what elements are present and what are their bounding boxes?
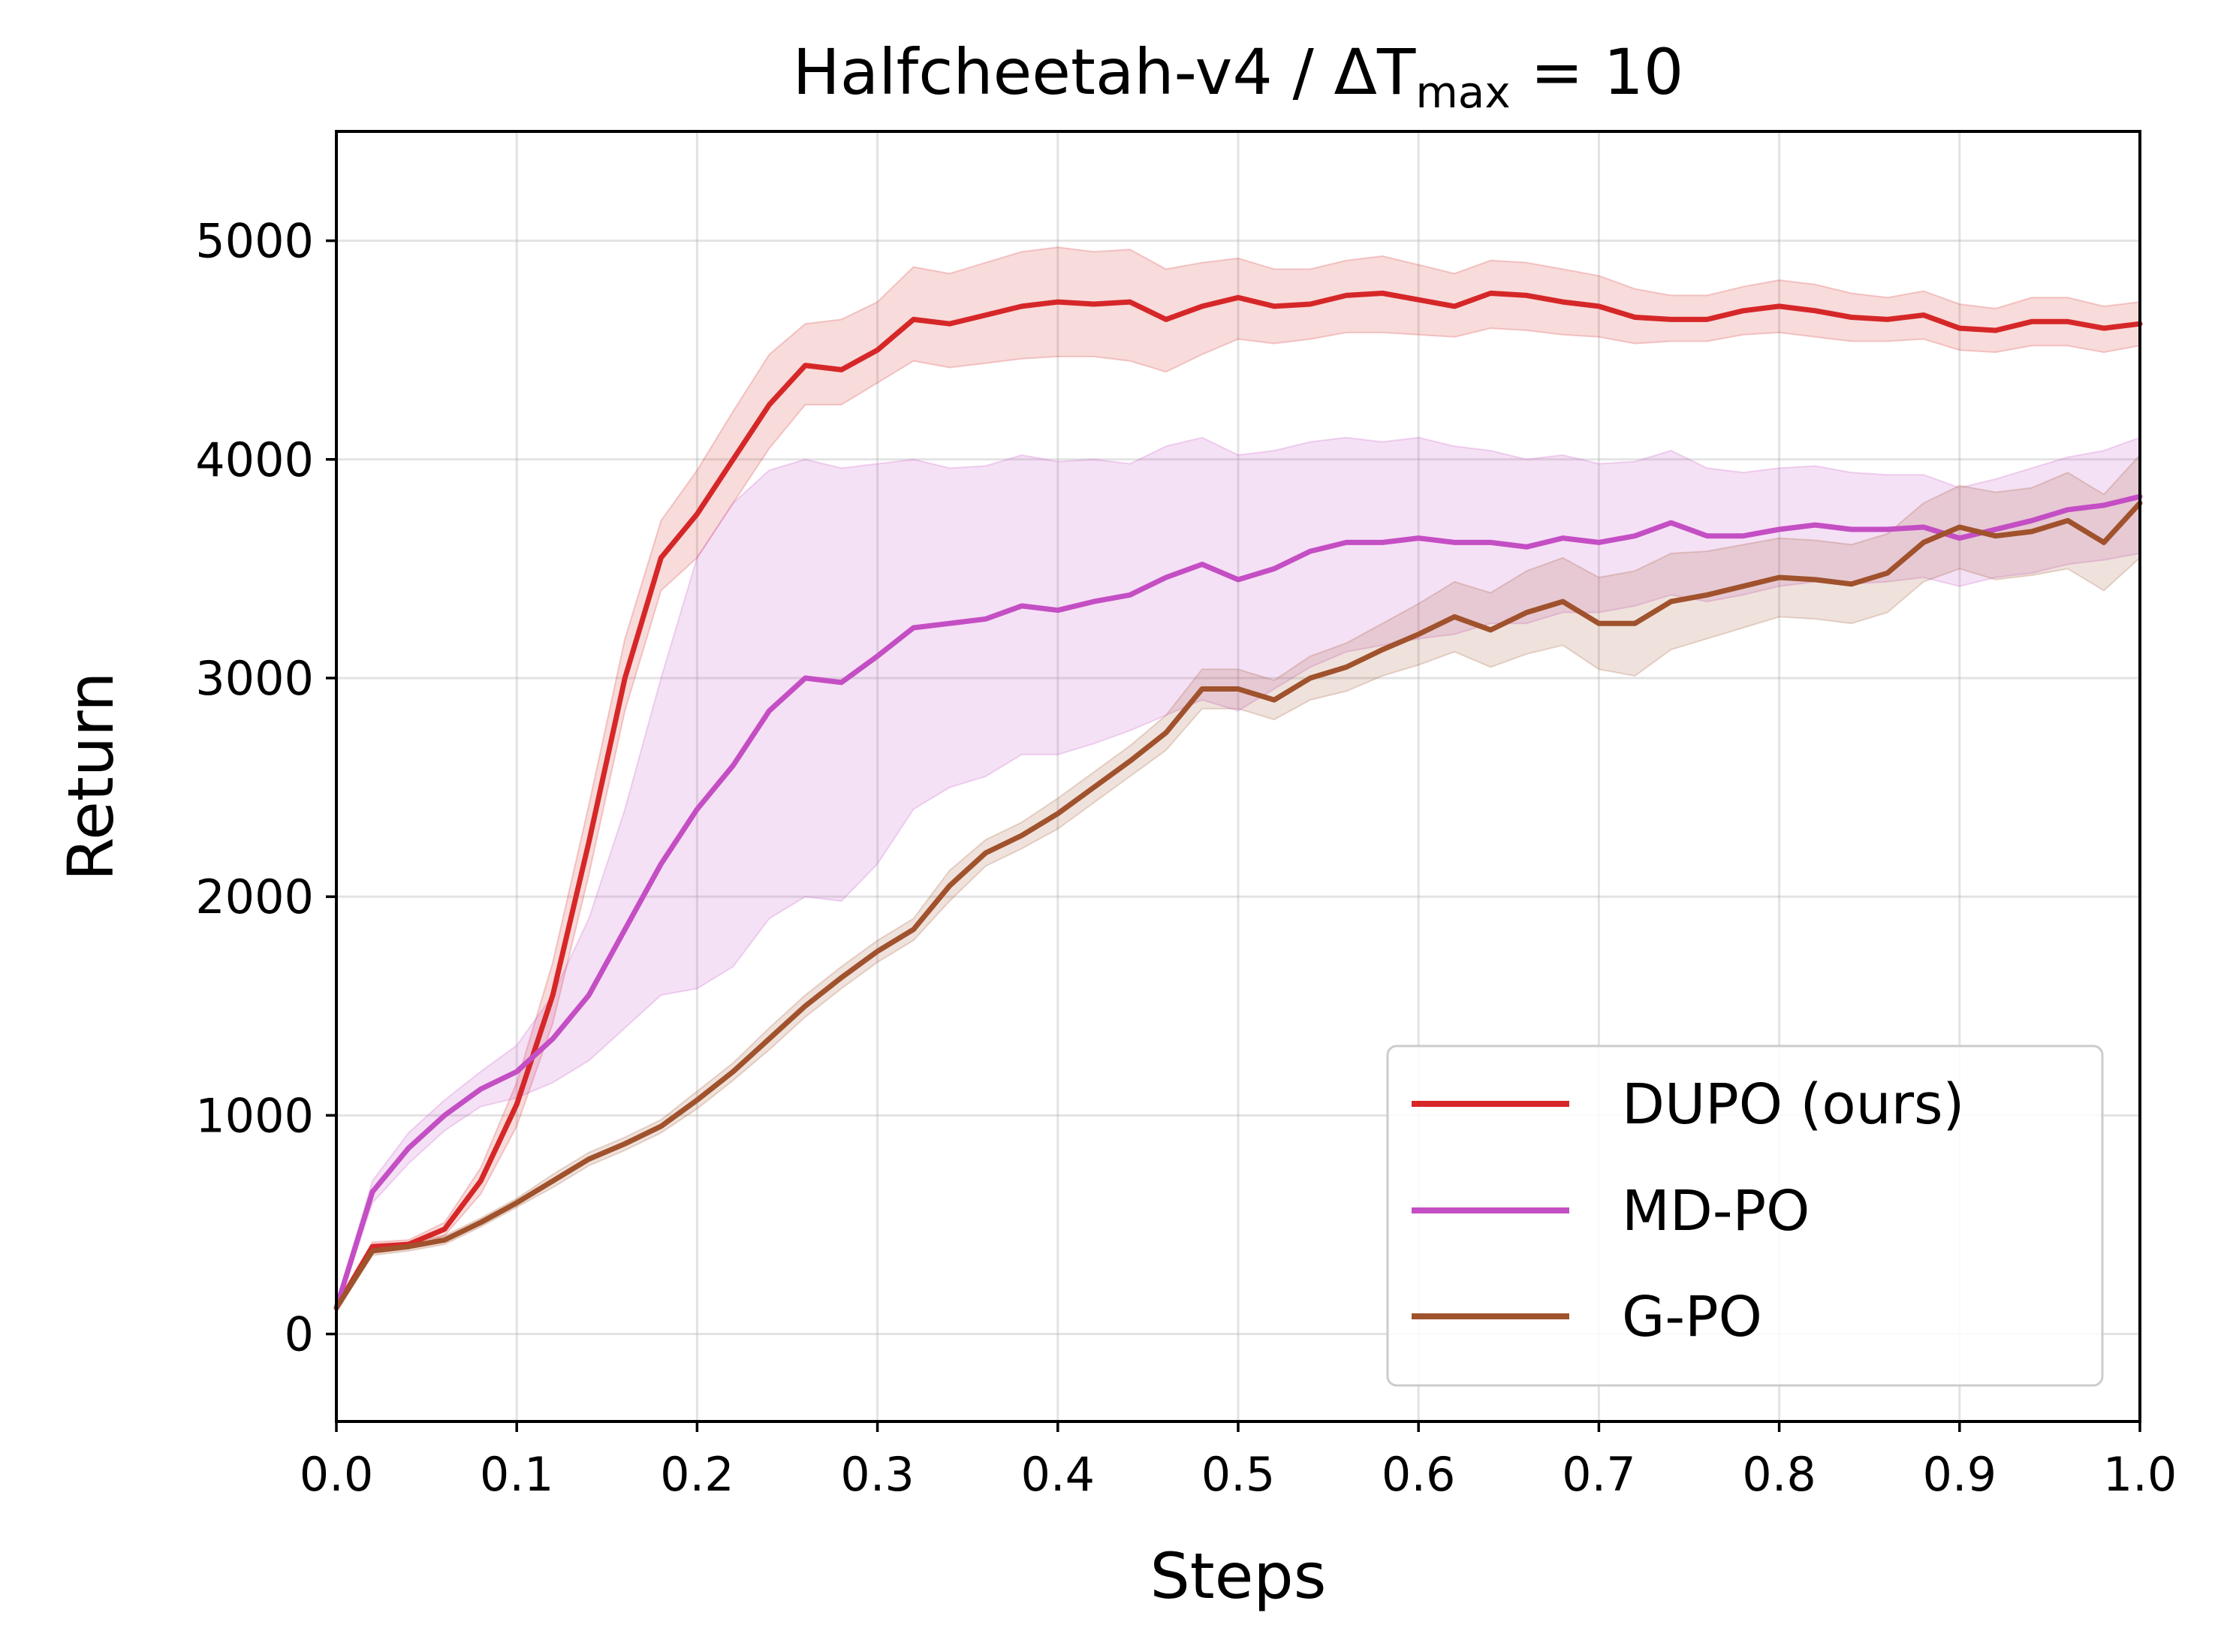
chart-title-suffix: = 10 (1511, 35, 1684, 109)
x-tick-label: 0.4 (1020, 1447, 1095, 1502)
x-tick-label: 0.5 (1201, 1447, 1276, 1502)
legend-label-gpo: G-PO (1622, 1285, 1762, 1349)
x-tick-label: 0.0 (300, 1447, 374, 1502)
x-tick-label: 0.9 (1922, 1447, 1997, 1502)
x-tick-label: 0.8 (1742, 1447, 1816, 1502)
chart-title-subscript: max (1415, 67, 1510, 118)
x-tick-label: 1.0 (2103, 1447, 2177, 1502)
x-tick-label: 0.2 (660, 1447, 734, 1502)
x-tick-label: 0.3 (840, 1447, 915, 1502)
line-g-po (333, 500, 2143, 1311)
legend: DUPO (ours) MD-PO G-PO (1386, 1045, 2104, 1387)
y-tick-label: 3000 (195, 651, 314, 706)
chart-title: Halfcheetah-v4 / ΔTmax = 10 (793, 35, 1684, 118)
chart-title-main: Halfcheetah-v4 / ΔT (793, 35, 1416, 109)
y-axis-label: Return (54, 672, 128, 882)
y-axis-ticks: 0 1000 2000 3000 4000 5000 (195, 214, 336, 1362)
x-tick-label: 0.6 (1382, 1447, 1456, 1502)
y-tick-label: 2000 (195, 870, 314, 924)
y-tick-label: 5000 (195, 214, 314, 269)
legend-label-dupo: DUPO (ours) (1622, 1072, 1964, 1137)
y-tick-label: 1000 (195, 1088, 314, 1143)
x-axis-ticks: 0.0 0.1 0.2 0.3 0.4 0.5 0.6 0.7 0.8 0.9 1.0 (300, 1421, 2177, 1502)
line-dupo-ours (333, 291, 2143, 1311)
legend-label-mdpo: MD-PO (1622, 1179, 1810, 1244)
series-lines (333, 291, 2143, 1311)
y-tick-label: 0 (285, 1307, 314, 1362)
x-axis-label: Steps (1150, 1539, 1326, 1613)
y-tick-label: 4000 (195, 433, 314, 487)
line-md-po (333, 493, 2143, 1311)
legend-box (1386, 1045, 2104, 1387)
x-tick-label: 0.7 (1562, 1447, 1636, 1502)
x-tick-label: 0.1 (480, 1447, 554, 1502)
